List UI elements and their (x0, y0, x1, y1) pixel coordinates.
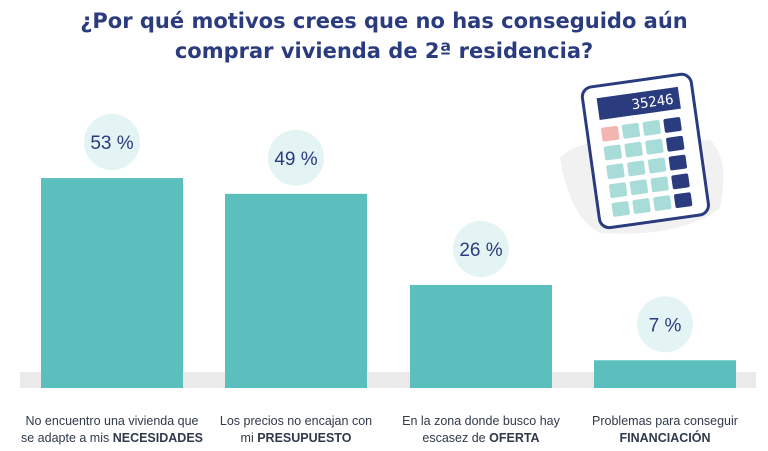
category-label-1: No encuentro una vivienda que se adapte a… (14, 413, 210, 447)
calculator-key (653, 195, 672, 211)
category-label-3: En la zona donde busco hay escasez de OFE… (383, 413, 579, 447)
calculator-key (647, 157, 667, 174)
svg-text:35246: 35246 (631, 92, 675, 114)
bar-4 (594, 360, 736, 388)
category-label-line-2: escasez de OFERTA (422, 431, 540, 445)
value-label-4: 7 % (649, 315, 682, 336)
value-bubble-2 (268, 129, 324, 186)
calculator-key (601, 125, 620, 142)
bar-2 (225, 193, 367, 388)
category-label-4: Problemas para conseguir FINANCIACIÓN (567, 413, 763, 447)
category-label-2: Los precios no encajan con mi PRESUPUESTO (198, 413, 394, 447)
category-label-line-1: No encuentro una vivienda que (25, 414, 199, 428)
value-label-3: 26 % (459, 240, 502, 261)
chart-title: ¿Por qué motivos crees que no has conseg… (0, 6, 768, 66)
value-label-2: 49 % (274, 149, 317, 170)
calculator-key (608, 182, 628, 199)
bar-1 (41, 178, 183, 388)
value-bubble-3 (453, 220, 509, 277)
calculator-key (650, 176, 669, 193)
calculator-illustration: 35246 (560, 72, 724, 234)
calculator-key (666, 135, 685, 152)
calculator-key (627, 160, 646, 177)
value-bubble-4 (637, 296, 693, 353)
category-label-line-1: En la zona donde busco hay (402, 414, 560, 428)
calculator-key (621, 122, 641, 139)
calculator-key (642, 120, 661, 136)
category-label-line-2: se adapte a mis NECESIDADES (20, 431, 203, 445)
bar-3 (410, 284, 552, 388)
calculator-key (629, 179, 649, 196)
calculator-key (663, 117, 682, 133)
value-bubble-1 (84, 114, 140, 170)
calculator-key (645, 138, 664, 155)
calculator-key (624, 141, 643, 158)
value-label-1: 53 % (90, 133, 133, 154)
chart-title-line-1: ¿Por qué motivos crees que no has conseg… (80, 9, 688, 33)
category-label-line-2: FINANCIACIÓN (619, 431, 711, 445)
calculator-key (611, 201, 630, 217)
chart-title-line-2: comprar vivienda de 2ª residencia? (174, 39, 594, 63)
calculator-key (632, 198, 651, 214)
calculator-key (603, 144, 622, 161)
category-label-line-1: Problemas para conseguir (592, 414, 738, 428)
calculator-key (606, 163, 625, 180)
baseline-band (20, 372, 756, 388)
category-label-line-2: mi PRESUPUESTO (240, 431, 352, 445)
calculator-key (671, 173, 690, 190)
calculator-key (668, 154, 687, 171)
calculator-key (674, 192, 693, 209)
category-label-line-1: Los precios no encajan con (219, 414, 373, 428)
